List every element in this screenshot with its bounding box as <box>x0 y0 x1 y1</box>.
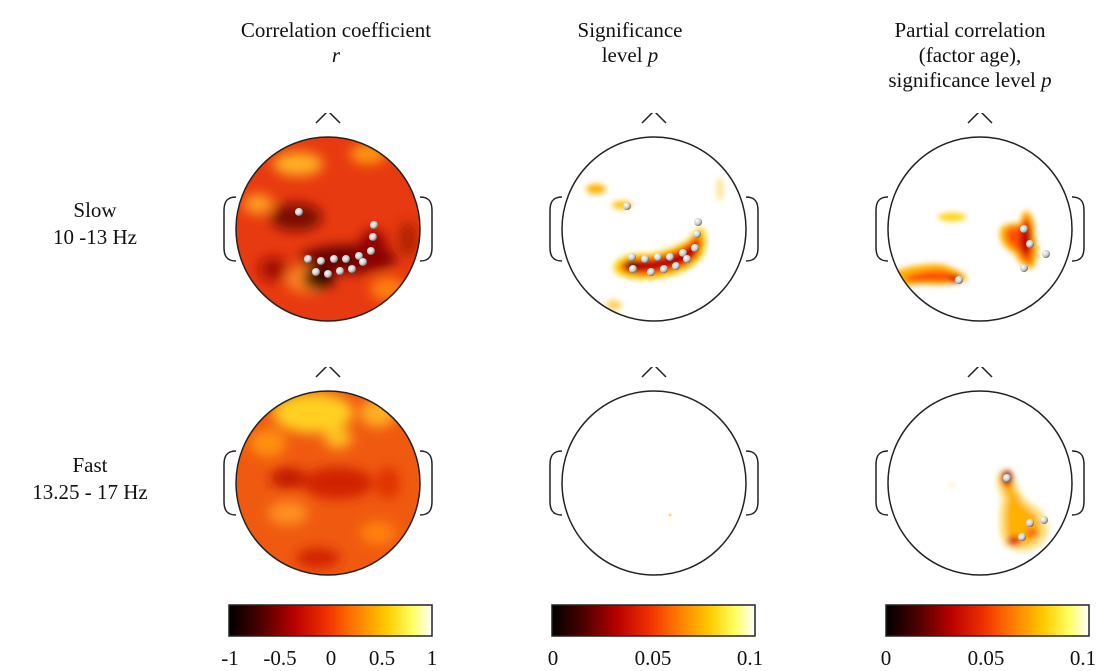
column-title-significance-var: p <box>647 43 659 67</box>
colorbar-significance-tick: 0 <box>547 646 559 670</box>
electrodes <box>1003 474 1048 541</box>
column-title-correlation: Correlation coefficient r <box>186 18 486 68</box>
topomap-slow-correlation <box>223 113 433 322</box>
colorbar-correlation-tick: -0.5 <box>263 646 297 670</box>
head-outline <box>875 113 1085 262</box>
significance-spot <box>668 513 672 517</box>
head-outline <box>549 367 759 516</box>
colorbar-significance <box>551 604 756 637</box>
colorbar-correlation-tick: -1 <box>221 646 239 670</box>
colorbar-correlation-tick: 1 <box>426 646 438 670</box>
column-title-partial-var: p <box>1041 68 1052 92</box>
head-outline <box>223 113 433 262</box>
head-outline <box>549 113 759 262</box>
head-circle <box>235 390 421 576</box>
electrodes <box>295 208 378 278</box>
head-circle <box>561 390 747 576</box>
colorbar-partial-tick: 0.05 <box>967 646 1005 670</box>
colorbar-correlation <box>228 604 433 637</box>
column-title-partial-line1: Partial correlation <box>894 18 1046 42</box>
column-title-significance-line1: Significance <box>577 18 683 42</box>
colorbar-correlation-tick: 0 <box>325 646 337 670</box>
column-title-partial-line2: (factor age), <box>918 43 1022 67</box>
colorbar-partial-tick: 0 <box>880 646 892 670</box>
column-title-partial-line3: significance level <box>888 68 1042 92</box>
colorbar-partial-tick: 0.1 <box>1069 646 1097 670</box>
row-label-slow: Slow 10 -13 Hz <box>0 197 190 251</box>
column-title-correlation-var: r <box>331 43 341 67</box>
topomap-fast-partial <box>875 367 1085 576</box>
electrodes <box>623 202 702 276</box>
electrodes <box>955 225 1050 284</box>
head-circle <box>887 136 1073 322</box>
row-label-slow-name: Slow <box>73 198 117 222</box>
column-title-correlation-line1: Correlation coefficient <box>240 18 432 42</box>
topomap-fast-correlation <box>223 367 433 576</box>
colorbar-correlation-tick: 0.5 <box>368 646 396 670</box>
topomap-fast-significance <box>549 367 759 576</box>
colorbar-significance-tick: 0.05 <box>634 646 672 670</box>
head-circle <box>235 136 421 322</box>
row-label-fast: Fast 13.25 - 17 Hz <box>0 452 185 506</box>
head-circle <box>561 136 747 322</box>
row-label-fast-name: Fast <box>72 453 108 477</box>
head-outline <box>223 367 433 516</box>
topomap-slow-partial <box>875 113 1085 322</box>
column-title-partial: Partial correlation (factor age), signif… <box>840 18 1100 93</box>
row-label-fast-range: 13.25 - 17 Hz <box>32 480 148 504</box>
column-title-significance: Significance level p <box>530 18 730 68</box>
topomap-slow-significance <box>549 113 759 322</box>
head-outline <box>875 367 1085 516</box>
row-label-slow-range: 10 -13 Hz <box>53 225 137 249</box>
head-circle <box>887 390 1073 576</box>
column-title-significance-line2: level <box>601 43 648 67</box>
colorbar-partial <box>885 604 1090 637</box>
colorbar-significance-tick: 0.1 <box>736 646 764 670</box>
